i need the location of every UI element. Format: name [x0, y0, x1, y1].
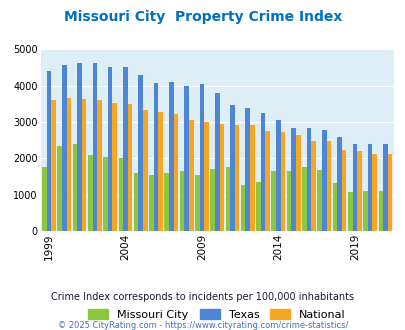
Bar — [51, 100, 56, 231]
Bar — [219, 123, 224, 231]
Bar — [108, 67, 112, 231]
Bar — [143, 110, 147, 231]
Bar — [225, 167, 230, 231]
Bar — [77, 63, 82, 231]
Bar — [66, 98, 71, 231]
Bar — [256, 182, 260, 231]
Bar — [97, 100, 102, 231]
Bar — [377, 191, 382, 231]
Bar — [265, 131, 269, 231]
Bar — [204, 122, 208, 231]
Bar — [326, 141, 330, 231]
Bar — [341, 150, 345, 231]
Bar — [230, 105, 234, 231]
Text: © 2025 CityRating.com - https://www.cityrating.com/crime-statistics/: © 2025 CityRating.com - https://www.city… — [58, 321, 347, 330]
Bar — [42, 167, 47, 231]
Bar — [88, 155, 92, 231]
Bar — [240, 185, 245, 231]
Bar — [112, 103, 117, 231]
Bar — [301, 167, 306, 231]
Bar — [168, 82, 173, 231]
Bar — [128, 104, 132, 231]
Bar — [291, 128, 295, 231]
Bar — [158, 112, 162, 231]
Bar — [138, 75, 143, 231]
Bar — [245, 108, 249, 231]
Bar — [194, 175, 199, 231]
Bar — [295, 135, 300, 231]
Bar — [92, 63, 97, 231]
Bar — [286, 171, 291, 231]
Bar — [179, 171, 184, 231]
Bar — [347, 192, 352, 231]
Text: Missouri City  Property Crime Index: Missouri City Property Crime Index — [64, 10, 341, 24]
Bar — [337, 137, 341, 231]
Bar — [271, 171, 275, 231]
Bar — [367, 144, 371, 231]
Bar — [72, 144, 77, 231]
Bar — [188, 120, 193, 231]
Text: Crime Index corresponds to incidents per 100,000 inhabitants: Crime Index corresponds to incidents per… — [51, 292, 354, 302]
Bar — [103, 156, 108, 231]
Bar — [214, 93, 219, 231]
Bar — [382, 144, 387, 231]
Bar — [47, 71, 51, 231]
Bar — [332, 183, 337, 231]
Bar — [210, 169, 214, 231]
Bar — [249, 125, 254, 231]
Bar — [362, 191, 367, 231]
Bar — [280, 132, 285, 231]
Bar — [260, 113, 265, 231]
Bar — [62, 65, 66, 231]
Bar — [184, 86, 188, 231]
Bar — [149, 176, 153, 231]
Bar — [321, 130, 326, 231]
Bar — [387, 154, 391, 231]
Bar — [356, 151, 361, 231]
Legend: Missouri City, Texas, National: Missouri City, Texas, National — [85, 306, 348, 323]
Bar — [173, 114, 178, 231]
Bar — [199, 84, 204, 231]
Bar — [311, 141, 315, 231]
Bar — [57, 146, 62, 231]
Bar — [275, 120, 280, 231]
Bar — [352, 144, 356, 231]
Bar — [317, 170, 321, 231]
Bar — [371, 154, 376, 231]
Bar — [123, 67, 128, 231]
Bar — [82, 98, 86, 231]
Bar — [153, 82, 158, 231]
Bar — [118, 158, 123, 231]
Bar — [234, 125, 239, 231]
Bar — [134, 173, 138, 231]
Bar — [306, 128, 311, 231]
Bar — [164, 173, 168, 231]
